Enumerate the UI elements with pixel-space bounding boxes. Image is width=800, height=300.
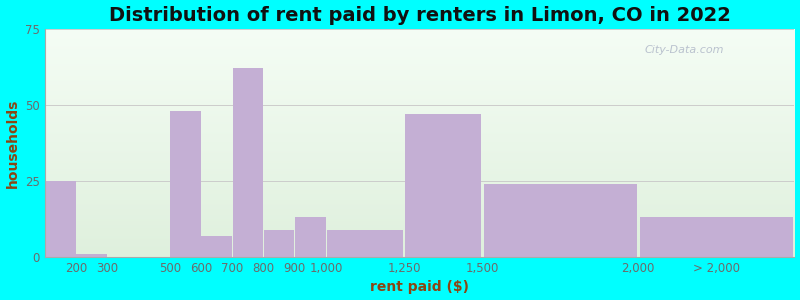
Y-axis label: households: households <box>6 98 19 188</box>
Bar <box>326 230 403 257</box>
Bar <box>640 218 793 257</box>
Bar <box>233 68 263 257</box>
Bar <box>295 218 326 257</box>
Bar <box>484 184 637 257</box>
Bar <box>76 254 107 257</box>
X-axis label: rent paid ($): rent paid ($) <box>370 280 469 294</box>
Bar <box>45 181 76 257</box>
Bar <box>405 114 482 257</box>
Bar <box>202 236 232 257</box>
Bar <box>170 111 201 257</box>
Text: City-Data.com: City-Data.com <box>645 45 724 55</box>
Title: Distribution of rent paid by renters in Limon, CO in 2022: Distribution of rent paid by renters in … <box>109 6 730 25</box>
Bar <box>264 230 294 257</box>
